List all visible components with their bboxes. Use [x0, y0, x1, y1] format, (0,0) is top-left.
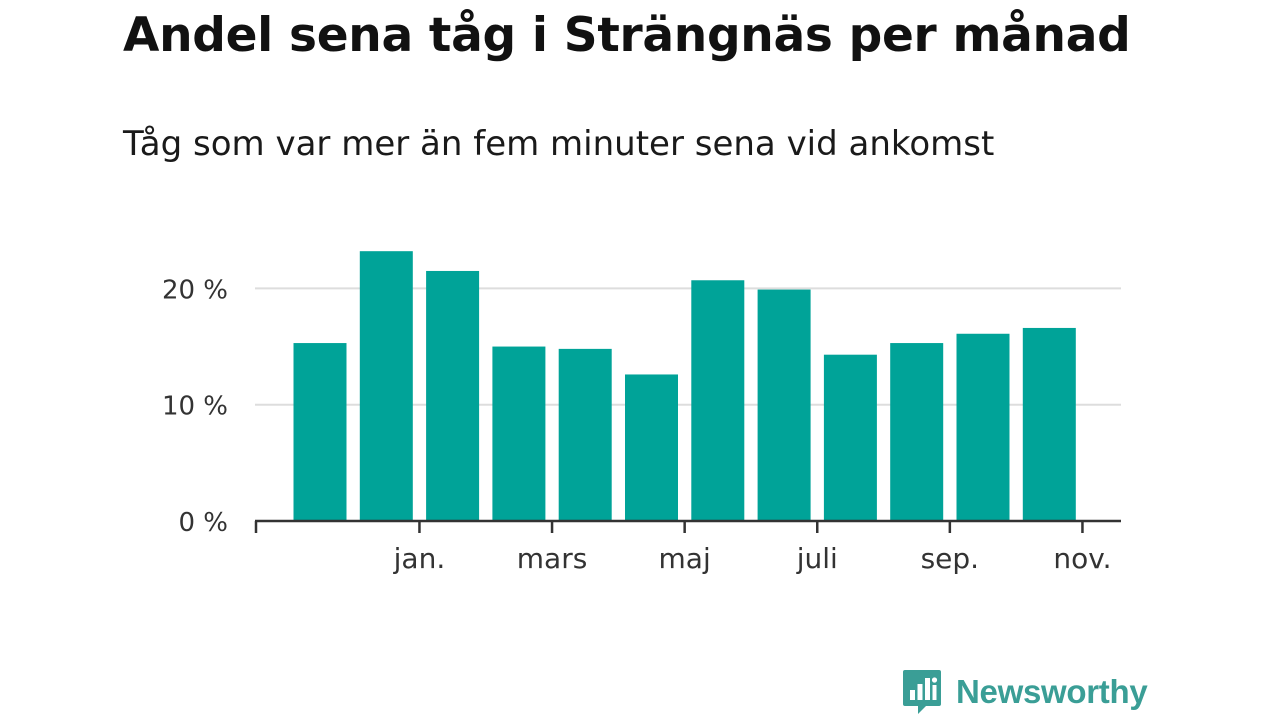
- bar-apr: [558, 348, 612, 521]
- bar-sep: [890, 343, 944, 521]
- chart-subtitle: Tåg som var mer än fem minuter sena vid …: [123, 124, 995, 164]
- bar-okt: [956, 333, 1010, 521]
- y-tick-label: 0 %: [178, 508, 228, 538]
- chart-title: Andel sena tåg i Strängnäs per månad: [123, 8, 1131, 63]
- x-tick-label: nov.: [1053, 542, 1111, 575]
- bar-feb: [426, 270, 480, 521]
- x-tick-label: juli: [796, 542, 838, 575]
- x-tick-label: mars: [517, 542, 588, 575]
- y-tick-label: 20 %: [162, 275, 228, 305]
- y-tick-label: 10 %: [162, 392, 228, 422]
- x-tick-label: jan.: [393, 542, 446, 575]
- newsworthy-logo: Newsworthy: [902, 668, 1148, 716]
- bar-juli: [757, 289, 811, 521]
- bar-maj: [625, 374, 678, 521]
- bar-juni: [691, 280, 745, 521]
- x-tick-label: maj: [659, 542, 711, 575]
- bar-jan: [359, 251, 413, 521]
- bar-mars: [492, 346, 546, 521]
- newsworthy-logo-icon: [903, 670, 941, 714]
- newsworthy-logo-text: Newsworthy: [956, 673, 1148, 710]
- bar-aug: [823, 354, 877, 521]
- bar-dec: [293, 343, 347, 521]
- bar-nov: [1022, 327, 1076, 521]
- x-tick-label: sep.: [921, 542, 980, 575]
